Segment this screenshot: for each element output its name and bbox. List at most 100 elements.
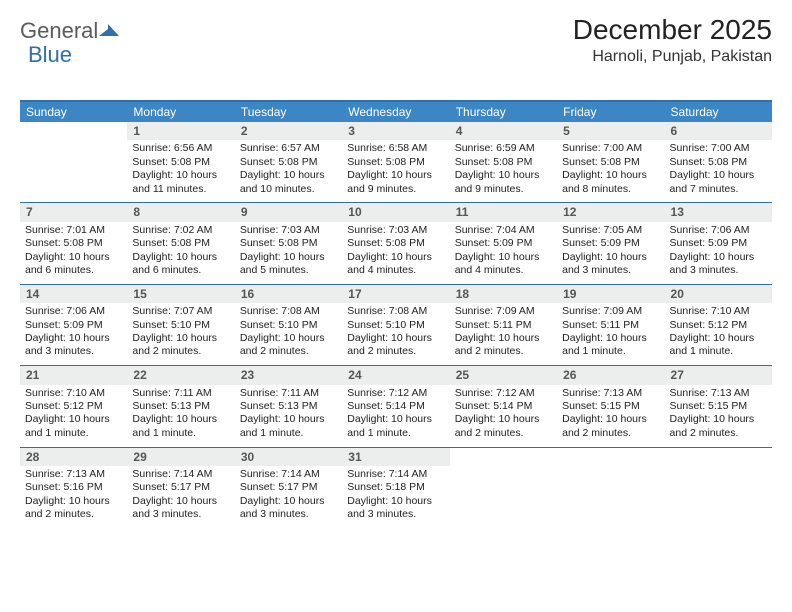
daylight-line: Daylight: 10 hours and 2 minutes. [347, 332, 444, 359]
dow-tue: Tuesday [235, 102, 342, 122]
daylight-line: Daylight: 10 hours and 2 minutes. [562, 413, 659, 440]
day-number: 17 [342, 285, 449, 303]
day-details: Sunrise: 6:56 AMSunset: 5:08 PMDaylight:… [127, 140, 234, 202]
day-details: Sunrise: 7:02 AMSunset: 5:08 PMDaylight:… [127, 222, 234, 284]
sunrise-line: Sunrise: 7:10 AM [670, 305, 767, 318]
day-cell: 18Sunrise: 7:09 AMSunset: 5:11 PMDayligh… [450, 285, 557, 365]
sunset-line: Sunset: 5:09 PM [455, 237, 552, 250]
day-number: 21 [20, 366, 127, 384]
sunrise-line: Sunrise: 6:56 AM [132, 142, 229, 155]
daylight-line: Daylight: 10 hours and 1 minute. [240, 413, 337, 440]
sunrise-line: Sunrise: 7:11 AM [132, 387, 229, 400]
day-details: Sunrise: 7:08 AMSunset: 5:10 PMDaylight:… [235, 303, 342, 365]
sunset-line: Sunset: 5:17 PM [132, 481, 229, 494]
day-cell: 26Sunrise: 7:13 AMSunset: 5:15 PMDayligh… [557, 366, 664, 446]
day-number: 31 [342, 448, 449, 466]
dow-sat: Saturday [665, 102, 772, 122]
day-details: Sunrise: 7:09 AMSunset: 5:11 PMDaylight:… [450, 303, 557, 365]
sunrise-line: Sunrise: 7:12 AM [455, 387, 552, 400]
day-details: Sunrise: 7:00 AMSunset: 5:08 PMDaylight:… [557, 140, 664, 202]
day-details: Sunrise: 6:59 AMSunset: 5:08 PMDaylight:… [450, 140, 557, 202]
daylight-line: Daylight: 10 hours and 3 minutes. [670, 251, 767, 278]
day-number: 6 [665, 122, 772, 140]
sunrise-line: Sunrise: 7:03 AM [240, 224, 337, 237]
day-number: 28 [20, 448, 127, 466]
brand-logo: General [20, 14, 123, 44]
daylight-line: Daylight: 10 hours and 6 minutes. [132, 251, 229, 278]
sunrise-line: Sunrise: 6:57 AM [240, 142, 337, 155]
sunset-line: Sunset: 5:09 PM [670, 237, 767, 250]
day-details: Sunrise: 7:04 AMSunset: 5:09 PMDaylight:… [450, 222, 557, 284]
day-number: 18 [450, 285, 557, 303]
day-cell: 12Sunrise: 7:05 AMSunset: 5:09 PMDayligh… [557, 203, 664, 283]
day-details: Sunrise: 7:07 AMSunset: 5:10 PMDaylight:… [127, 303, 234, 365]
day-details: Sunrise: 7:14 AMSunset: 5:18 PMDaylight:… [342, 466, 449, 528]
sunset-line: Sunset: 5:08 PM [455, 156, 552, 169]
day-cell [450, 448, 557, 528]
daylight-line: Daylight: 10 hours and 7 minutes. [670, 169, 767, 196]
day-number: 24 [342, 366, 449, 384]
day-number: 7 [20, 203, 127, 221]
daylight-line: Daylight: 10 hours and 3 minutes. [132, 495, 229, 522]
day-cell: 31Sunrise: 7:14 AMSunset: 5:18 PMDayligh… [342, 448, 449, 528]
week-row: 14 Sunrise: 7:06 AMSunset: 5:09 PM Dayligh… [20, 284, 772, 365]
day-details: Sunrise: 7:13 AMSunset: 5:16 PMDaylight:… [20, 466, 127, 528]
sunrise-line: Sunrise: 7:09 AM [562, 305, 659, 318]
sunrise-line: Sunrise: 7:07 AM [132, 305, 229, 318]
sunrise-line: Sunrise: 7:13 AM [562, 387, 659, 400]
day-cell: 15Sunrise: 7:07 AMSunset: 5:10 PMDayligh… [127, 285, 234, 365]
day-cell: 4Sunrise: 6:59 AMSunset: 5:08 PMDaylight… [450, 122, 557, 202]
day-cell: 29Sunrise: 7:14 AMSunset: 5:17 PMDayligh… [127, 448, 234, 528]
sunset-line: Sunset: 5:16 PM [25, 481, 122, 494]
daylight-line: Daylight: 10 hours and 2 minutes. [240, 332, 337, 359]
day-cell: 19Sunrise: 7:09 AMSunset: 5:11 PMDayligh… [557, 285, 664, 365]
header: General December 2025 Harnoli, Punjab, P… [20, 14, 772, 66]
day-details: Sunrise: 7:13 AMSunset: 5:15 PMDaylight:… [557, 385, 664, 447]
day-cell: 21Sunrise: 7:10 AMSunset: 5:12 PMDayligh… [20, 366, 127, 446]
sunset-line: Sunset: 5:08 PM [240, 156, 337, 169]
day-of-week-header: Sunday Monday Tuesday Wednesday Thursday… [20, 102, 772, 122]
dow-wed: Wednesday [342, 102, 449, 122]
sunrise-line: Sunrise: 7:06 AM [670, 224, 767, 237]
sunset-line: Sunset: 5:10 PM [132, 319, 229, 332]
daylight-line: Daylight: 10 hours and 4 minutes. [455, 251, 552, 278]
weeks-container: 1Sunrise: 6:56 AMSunset: 5:08 PMDaylight… [20, 122, 772, 528]
day-number: 11 [450, 203, 557, 221]
brand-part1: General [20, 18, 98, 44]
sunset-line: Sunset: 5:09 PM [25, 319, 122, 332]
brand-mark-icon [99, 22, 121, 43]
sunrise-line: Sunrise: 7:10 AM [25, 387, 122, 400]
day-number: 2 [235, 122, 342, 140]
sunset-line: Sunset: 5:14 PM [455, 400, 552, 413]
day-number: 27 [665, 366, 772, 384]
day-number: 16 [235, 285, 342, 303]
day-details: Sunrise: 7:12 AMSunset: 5:14 PMDaylight:… [342, 385, 449, 447]
day-number: 14 [20, 285, 127, 303]
day-cell: 22Sunrise: 7:11 AMSunset: 5:13 PMDayligh… [127, 366, 234, 446]
daylight-line: Daylight: 10 hours and 2 minutes. [670, 413, 767, 440]
day-details: Sunrise: 6:58 AMSunset: 5:08 PMDaylight:… [342, 140, 449, 202]
day-cell [665, 448, 772, 528]
day-details: Sunrise: 7:14 AMSunset: 5:17 PMDaylight:… [235, 466, 342, 528]
month-title: December 2025 [573, 14, 772, 46]
day-cell: 27Sunrise: 7:13 AMSunset: 5:15 PMDayligh… [665, 366, 772, 446]
sunrise-line: Sunrise: 7:00 AM [670, 142, 767, 155]
daylight-line: Daylight: 10 hours and 9 minutes. [455, 169, 552, 196]
daylight-line: Daylight: 10 hours and 3 minutes. [562, 251, 659, 278]
day-cell: 20Sunrise: 7:10 AMSunset: 5:12 PMDayligh… [665, 285, 772, 365]
week-row: 21Sunrise: 7:10 AMSunset: 5:12 PMDayligh… [20, 365, 772, 446]
daylight-line: Daylight: 10 hours and 2 minutes. [132, 332, 229, 359]
daylight-line: Daylight: 10 hours and 6 minutes. [25, 251, 122, 278]
day-details: Sunrise: 7:06 AMSunset: 5:09 PMDaylight:… [665, 222, 772, 284]
sunset-line: Sunset: 5:11 PM [455, 319, 552, 332]
sunrise-line: Sunrise: 7:06 AM [25, 305, 122, 318]
day-details: Sunrise: 7:10 AMSunset: 5:12 PMDaylight:… [20, 385, 127, 447]
day-number: 4 [450, 122, 557, 140]
day-cell: 28Sunrise: 7:13 AMSunset: 5:16 PMDayligh… [20, 448, 127, 528]
daylight-line: Daylight: 10 hours and 1 minute. [132, 413, 229, 440]
daylight-line: Daylight: 10 hours and 2 minutes. [25, 495, 122, 522]
day-cell: 7Sunrise: 7:01 AMSunset: 5:08 PMDaylight… [20, 203, 127, 283]
day-details: Sunrise: 7:11 AMSunset: 5:13 PMDaylight:… [235, 385, 342, 447]
day-cell: 16Sunrise: 7:08 AMSunset: 5:10 PMDayligh… [235, 285, 342, 365]
sunrise-line: Sunrise: 6:59 AM [455, 142, 552, 155]
